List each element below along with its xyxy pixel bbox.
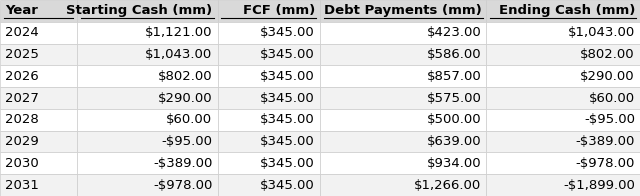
Bar: [486, 0, 640, 22]
Text: 2024: 2024: [5, 26, 39, 39]
Bar: [486, 174, 640, 196]
Text: 2030: 2030: [5, 157, 39, 170]
Bar: [486, 131, 640, 152]
Bar: [0, 44, 77, 65]
Text: -$95.00: -$95.00: [161, 135, 212, 148]
Bar: [320, 87, 486, 109]
Text: $802.00: $802.00: [158, 70, 212, 83]
Bar: [0, 65, 77, 87]
Bar: [320, 0, 486, 22]
Text: $345.00: $345.00: [260, 157, 315, 170]
Bar: [218, 0, 320, 22]
Text: $857.00: $857.00: [426, 70, 481, 83]
Bar: [77, 0, 218, 22]
Text: $345.00: $345.00: [260, 113, 315, 126]
Bar: [320, 65, 486, 87]
Text: Debt Payments (mm): Debt Payments (mm): [324, 4, 481, 17]
Bar: [0, 87, 77, 109]
Text: $500.00: $500.00: [427, 113, 481, 126]
Bar: [320, 131, 486, 152]
Text: $345.00: $345.00: [260, 70, 315, 83]
Bar: [218, 174, 320, 196]
Bar: [320, 22, 486, 44]
Bar: [486, 87, 640, 109]
Bar: [0, 0, 77, 22]
Text: -$1,899.00: -$1,899.00: [563, 179, 635, 192]
Bar: [320, 109, 486, 131]
Bar: [0, 22, 77, 44]
Text: $1,043.00: $1,043.00: [145, 48, 212, 61]
Bar: [218, 152, 320, 174]
Bar: [77, 131, 218, 152]
Text: $1,043.00: $1,043.00: [568, 26, 635, 39]
Text: $345.00: $345.00: [260, 179, 315, 192]
Text: $345.00: $345.00: [260, 48, 315, 61]
Text: -$95.00: -$95.00: [584, 113, 635, 126]
Text: -$389.00: -$389.00: [153, 157, 212, 170]
Bar: [486, 109, 640, 131]
Text: $290.00: $290.00: [580, 70, 635, 83]
Bar: [0, 131, 77, 152]
Text: $290.00: $290.00: [158, 92, 212, 104]
Bar: [218, 109, 320, 131]
Text: $586.00: $586.00: [427, 48, 481, 61]
Text: $60.00: $60.00: [166, 113, 212, 126]
Text: $575.00: $575.00: [426, 92, 481, 104]
Text: $802.00: $802.00: [580, 48, 635, 61]
Text: 2031: 2031: [5, 179, 39, 192]
Bar: [218, 22, 320, 44]
Bar: [320, 152, 486, 174]
Text: 2027: 2027: [5, 92, 39, 104]
Text: 2029: 2029: [5, 135, 39, 148]
Text: 2025: 2025: [5, 48, 39, 61]
Text: FCF (mm): FCF (mm): [243, 4, 315, 17]
Text: $1,266.00: $1,266.00: [414, 179, 481, 192]
Bar: [486, 44, 640, 65]
Bar: [218, 131, 320, 152]
Bar: [77, 174, 218, 196]
Text: $345.00: $345.00: [260, 26, 315, 39]
Text: $60.00: $60.00: [589, 92, 635, 104]
Bar: [320, 44, 486, 65]
Text: $639.00: $639.00: [427, 135, 481, 148]
Text: $423.00: $423.00: [426, 26, 481, 39]
Bar: [77, 65, 218, 87]
Bar: [0, 109, 77, 131]
Bar: [77, 109, 218, 131]
Text: Year: Year: [5, 4, 38, 17]
Text: 2026: 2026: [5, 70, 39, 83]
Text: $345.00: $345.00: [260, 92, 315, 104]
Bar: [0, 152, 77, 174]
Bar: [486, 152, 640, 174]
Text: 2028: 2028: [5, 113, 39, 126]
Bar: [218, 65, 320, 87]
Bar: [320, 174, 486, 196]
Bar: [486, 22, 640, 44]
Bar: [218, 44, 320, 65]
Bar: [0, 174, 77, 196]
Text: Ending Cash (mm): Ending Cash (mm): [499, 4, 635, 17]
Text: $934.00: $934.00: [427, 157, 481, 170]
Text: $1,121.00: $1,121.00: [145, 26, 212, 39]
Text: -$978.00: -$978.00: [575, 157, 635, 170]
Bar: [486, 65, 640, 87]
Text: -$389.00: -$389.00: [575, 135, 635, 148]
Text: -$978.00: -$978.00: [153, 179, 212, 192]
Text: Starting Cash (mm): Starting Cash (mm): [67, 4, 212, 17]
Bar: [77, 22, 218, 44]
Bar: [77, 152, 218, 174]
Bar: [218, 87, 320, 109]
Bar: [77, 87, 218, 109]
Text: $345.00: $345.00: [260, 135, 315, 148]
Bar: [77, 44, 218, 65]
